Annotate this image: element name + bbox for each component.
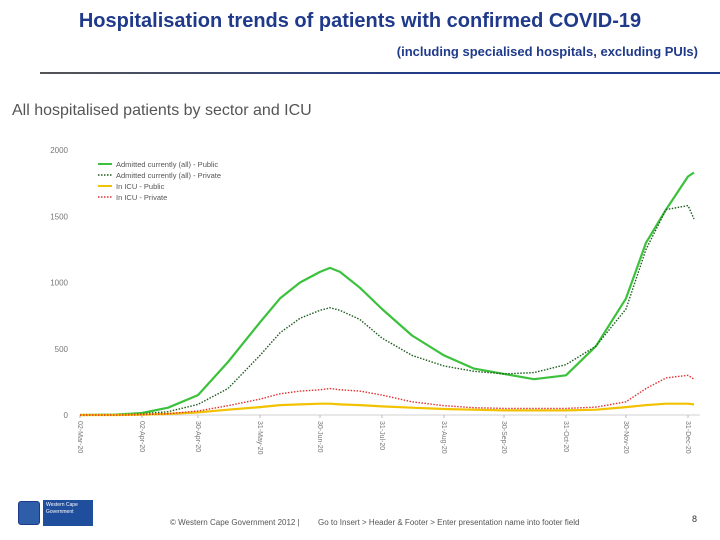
logo-line1: Western Cape bbox=[46, 502, 78, 508]
x-tick-label: 31-Dec-20 bbox=[684, 421, 691, 454]
y-tick-label: 500 bbox=[55, 345, 69, 354]
x-tick-label: 31-Aug-20 bbox=[440, 421, 447, 454]
x-tick-label: 30-Apr-20 bbox=[194, 421, 201, 452]
series-line-1 bbox=[79, 171, 695, 417]
x-tick-label: 30-Sep-20 bbox=[500, 421, 507, 454]
series-layer bbox=[79, 171, 695, 417]
x-axis: 02-Mar-20 02-Apr-20 30-Apr-20 31-May-20 30-J… bbox=[76, 415, 691, 455]
y-tick-label: 1000 bbox=[50, 279, 68, 288]
x-tick-label: 02-Mar-20 bbox=[76, 421, 83, 453]
title-divider bbox=[40, 72, 720, 74]
legend-label: Admitted currently (all) - Private bbox=[116, 171, 221, 180]
crest-icon bbox=[18, 501, 40, 525]
logo-line2: Government bbox=[46, 509, 74, 515]
x-tick-label: 30-Nov-20 bbox=[622, 421, 629, 454]
x-tick-label: 30-Jun-20 bbox=[316, 421, 323, 453]
x-tick-label: 31-Oct-20 bbox=[562, 421, 569, 452]
chart-title: All hospitalised patients by sector and … bbox=[12, 102, 312, 119]
chart-legend: Admitted currently (all) - Public Admitte… bbox=[98, 160, 221, 202]
x-tick-label: 31-May-20 bbox=[256, 421, 263, 455]
hospitalisation-chart: All hospitalised patients by sector and … bbox=[12, 102, 700, 455]
series-line-2 bbox=[79, 204, 695, 416]
y-axis: 0 500 1000 1500 2000 bbox=[50, 146, 700, 420]
series-line-3 bbox=[80, 402, 695, 417]
legend-label: In ICU - Private bbox=[116, 193, 167, 202]
y-tick-label: 1500 bbox=[50, 212, 68, 221]
legend-label: Admitted currently (all) - Public bbox=[116, 160, 218, 169]
footer-copyright: © Western Cape Government 2012 | bbox=[170, 518, 300, 527]
page-number: 8 bbox=[692, 514, 698, 524]
slide-subtitle: (including specialised hospitals, exclud… bbox=[396, 44, 698, 59]
x-tick-label: 31-Jul-20 bbox=[378, 421, 385, 450]
legend-label: In ICU - Public bbox=[116, 182, 165, 191]
logo-box: Western Cape Government bbox=[43, 500, 93, 526]
y-tick-label: 0 bbox=[64, 411, 69, 420]
slide-title: Hospitalisation trends of patients with … bbox=[78, 10, 642, 32]
x-tick-label: 02-Apr-20 bbox=[138, 421, 145, 452]
government-logo: Western Cape Government bbox=[18, 500, 94, 526]
series-line-4 bbox=[80, 374, 695, 416]
y-tick-label: 2000 bbox=[50, 146, 68, 155]
footer-note: Go to Insert > Header & Footer > Enter p… bbox=[318, 518, 580, 527]
